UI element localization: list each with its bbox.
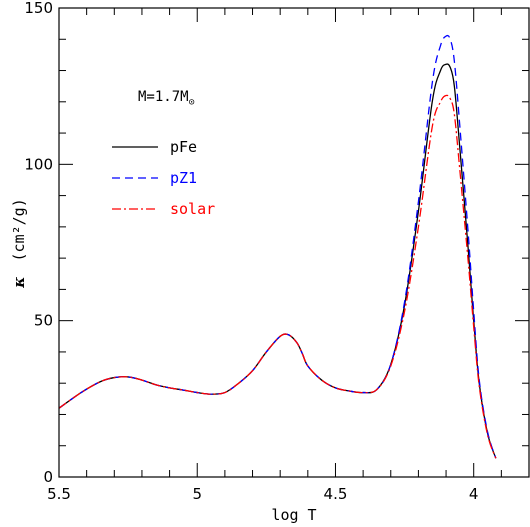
- series-lines: [58, 34, 497, 459]
- y-tick-label: 100: [24, 155, 53, 173]
- svg-text:κ (cm²/g): κ (cm²/g): [10, 198, 28, 289]
- tick-marks: [58, 7, 530, 478]
- mass-annotation-text: M=1.7M: [138, 89, 189, 105]
- y-axis-unit: (cm²/g): [10, 198, 28, 261]
- series-line-pfe: [58, 63, 497, 459]
- x-axis-label: log T: [271, 506, 316, 524]
- x-tick-label: 5.5: [47, 485, 71, 503]
- sun-symbol: ⊙: [189, 97, 195, 108]
- plot-frame: [58, 7, 530, 478]
- legend-label-pz1: pZ1: [170, 169, 197, 187]
- y-axis-symbol: κ: [10, 277, 28, 289]
- y-tick-label: 50: [34, 312, 53, 330]
- x-tick-label: 4.5: [324, 485, 348, 503]
- tick-labels: 5.5 5 4.5 4 0 50 100 150: [24, 0, 478, 503]
- legend-label-solar: solar: [170, 200, 215, 218]
- y-axis-label: κ (cm²/g): [10, 198, 28, 289]
- y-tick-label: 150: [24, 0, 53, 17]
- series-line-pz1: [58, 34, 497, 459]
- series-line-solar: [58, 94, 497, 459]
- x-tick-label: 4: [469, 485, 479, 503]
- y-tick-label: 0: [43, 468, 53, 486]
- x-tick-label: 5: [192, 485, 202, 503]
- mass-annotation: M=1.7M⊙: [138, 89, 195, 108]
- legend: pFe pZ1 solar: [112, 138, 215, 218]
- legend-label-pfe: pFe: [170, 138, 197, 156]
